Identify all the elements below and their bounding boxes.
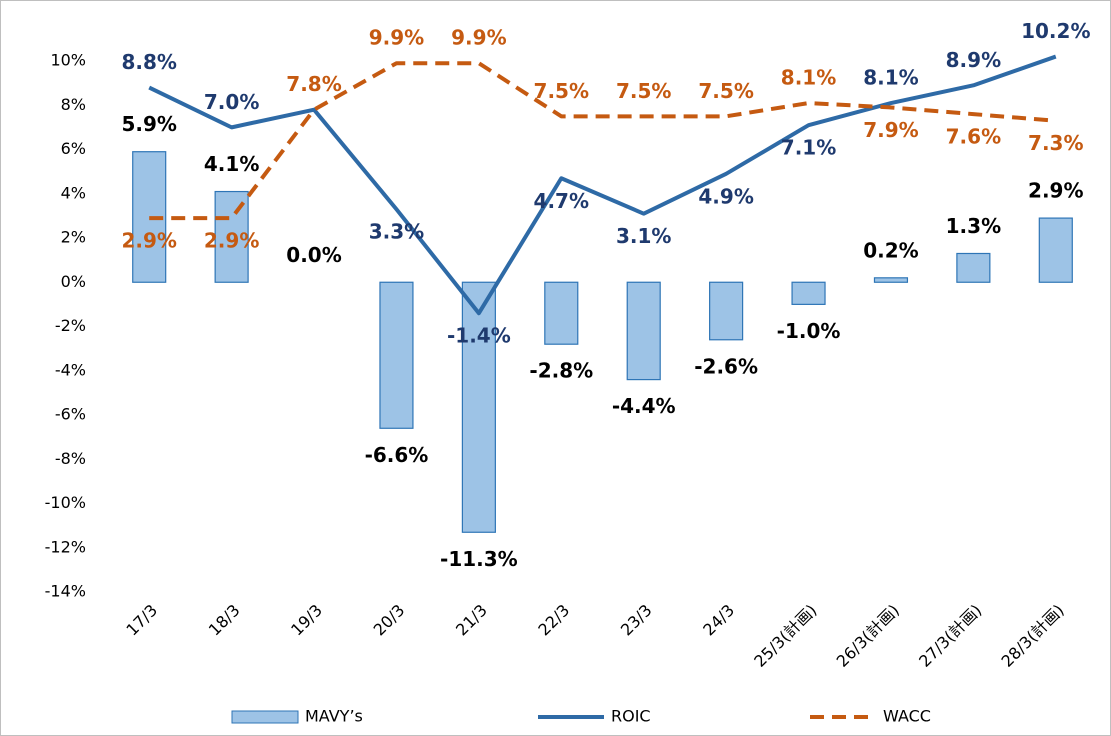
data-label: 7.5% bbox=[534, 79, 589, 103]
data-label: -1.4% bbox=[447, 324, 511, 348]
data-label: 2.9% bbox=[1028, 179, 1083, 203]
dashed-line bbox=[149, 61, 1056, 221]
data-label: 10.2% bbox=[1021, 19, 1090, 43]
bar bbox=[956, 252, 991, 283]
legend-label: MAVY’s bbox=[305, 707, 363, 726]
legend-label: WACC bbox=[883, 707, 931, 726]
data-label: 8.1% bbox=[863, 66, 918, 90]
data-label: 7.8% bbox=[286, 72, 341, 96]
data-label: 7.3% bbox=[1028, 131, 1083, 155]
data-label: 1.3% bbox=[946, 214, 1001, 238]
data-label: 8.1% bbox=[781, 66, 836, 90]
data-label: 4.9% bbox=[698, 184, 753, 208]
data-label: -1.0% bbox=[777, 319, 841, 343]
data-label: -4.4% bbox=[612, 394, 676, 418]
y-tick-label: -6% bbox=[55, 405, 86, 424]
bar bbox=[379, 281, 414, 429]
y-tick-label: 8% bbox=[61, 95, 86, 114]
data-label: 9.9% bbox=[451, 26, 506, 50]
data-label: 7.5% bbox=[616, 79, 671, 103]
bar bbox=[544, 281, 579, 345]
y-tick-label: -2% bbox=[55, 316, 86, 335]
y-tick-label: 10% bbox=[50, 51, 86, 70]
bar bbox=[791, 281, 826, 305]
data-label: -2.6% bbox=[694, 354, 758, 378]
y-tick-label: -10% bbox=[45, 493, 86, 512]
bar bbox=[461, 281, 496, 533]
data-label: 8.8% bbox=[121, 50, 176, 74]
data-label: 7.6% bbox=[946, 125, 1001, 149]
data-label: 5.9% bbox=[121, 112, 176, 136]
data-label: 2.9% bbox=[204, 229, 259, 253]
data-label: -2.8% bbox=[529, 359, 593, 383]
y-tick-label: 6% bbox=[61, 139, 86, 158]
data-label: -6.6% bbox=[365, 443, 429, 467]
y-tick-label: -4% bbox=[55, 360, 86, 379]
y-tick-label: 4% bbox=[61, 183, 86, 202]
data-label: 2.9% bbox=[121, 229, 176, 253]
data-label: 7.0% bbox=[204, 90, 259, 114]
data-label: 7.1% bbox=[781, 136, 836, 160]
bar bbox=[1038, 217, 1073, 283]
data-label: 4.1% bbox=[204, 152, 259, 176]
y-tick-label: 0% bbox=[61, 272, 86, 291]
data-label: 7.9% bbox=[863, 118, 918, 142]
data-label: -11.3% bbox=[440, 547, 518, 571]
data-label: 0.2% bbox=[863, 238, 918, 262]
data-label: 0.0% bbox=[286, 243, 341, 267]
y-tick-label: -8% bbox=[55, 449, 86, 468]
bar bbox=[709, 281, 744, 341]
data-label: 7.5% bbox=[698, 79, 753, 103]
data-label: 8.9% bbox=[946, 48, 1001, 72]
data-label: 3.1% bbox=[616, 224, 671, 248]
data-label: 3.3% bbox=[369, 220, 424, 244]
legend-swatch bbox=[231, 710, 299, 724]
data-label: 9.9% bbox=[369, 26, 424, 50]
y-tick-label: -12% bbox=[45, 537, 86, 556]
legend-label: ROIC bbox=[611, 707, 651, 726]
bar bbox=[873, 277, 909, 283]
y-tick-label: 2% bbox=[61, 228, 86, 247]
line bbox=[148, 54, 1057, 316]
bar bbox=[626, 281, 661, 381]
data-label: 4.7% bbox=[534, 189, 589, 213]
y-tick-label: -14% bbox=[45, 582, 86, 601]
